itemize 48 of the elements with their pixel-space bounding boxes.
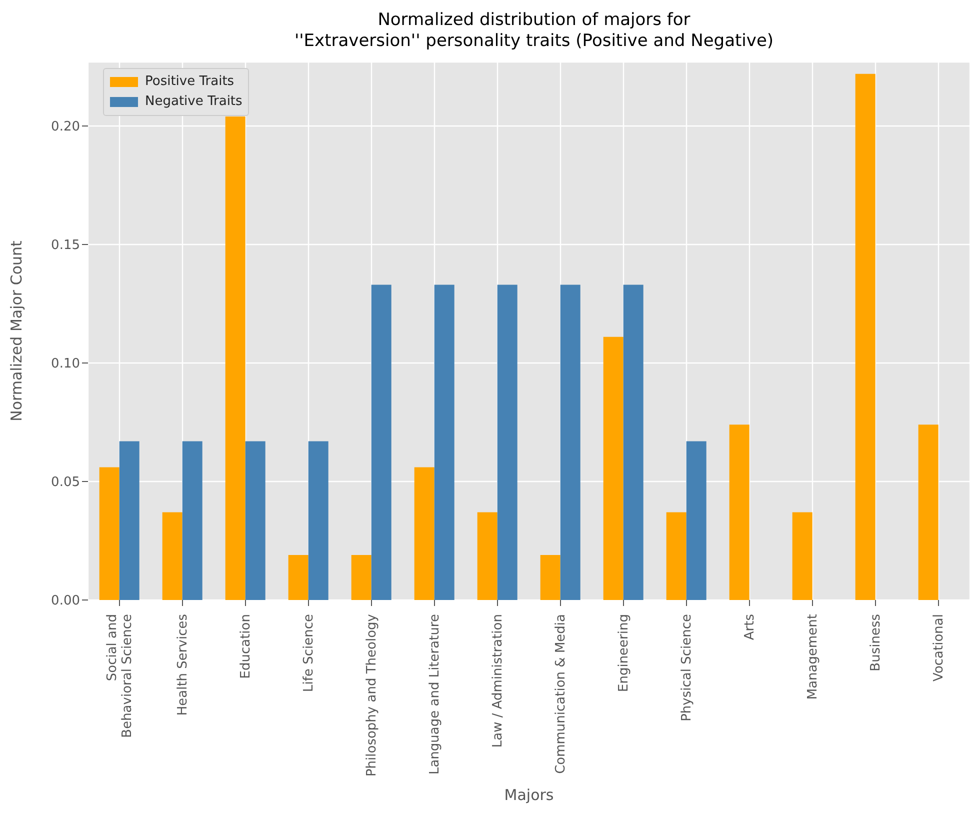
y-tick-label: 0.20 — [51, 120, 80, 135]
bar — [414, 467, 434, 600]
bar — [162, 512, 182, 600]
y-tick-label: 0.05 — [51, 475, 80, 490]
bar — [855, 74, 876, 600]
bar — [288, 554, 308, 600]
bar — [434, 284, 454, 600]
chart-title: Normalized distribution of majors for ''Extraversion'' personality traits (Positive and Negative) — [293, 9, 775, 52]
bar — [245, 441, 266, 600]
x-tick-label: Physical Science — [680, 614, 694, 722]
bar — [497, 284, 518, 600]
x-tick-label: Arts — [742, 614, 758, 640]
bar — [477, 512, 498, 600]
bar — [686, 441, 706, 600]
bar — [119, 441, 140, 600]
bar — [540, 554, 560, 600]
bar — [182, 441, 202, 600]
bar — [351, 554, 372, 600]
y-tick-label: 0.15 — [51, 238, 80, 254]
y-tick-label: 0.00 — [51, 594, 80, 609]
bar — [729, 424, 750, 600]
x-tick-label: Vocational — [932, 614, 946, 682]
bar — [603, 336, 624, 600]
y-tick-label: 0.10 — [51, 356, 80, 372]
x-tick-label: Health Services — [176, 614, 190, 716]
bar — [623, 284, 644, 600]
x-tick-label: Philosophy and Theology — [364, 614, 380, 777]
legend-label: Positive Traits — [145, 73, 234, 91]
x-tick-label: Engineering — [616, 614, 632, 692]
bar — [371, 284, 392, 600]
bar — [560, 284, 580, 600]
x-tick-label: Language and Literature — [428, 614, 442, 775]
legend-label: Negative Traits — [145, 93, 242, 111]
x-tick-label: Management — [806, 614, 820, 700]
x-tick-label: Life Science — [302, 614, 316, 692]
x-tick-label: Communication & Media — [554, 614, 568, 774]
x-tick-label: Business — [868, 614, 884, 672]
bar — [225, 116, 246, 600]
bar — [666, 512, 686, 600]
y-axis-title: Normalized Major Count — [7, 240, 26, 422]
x-tick-label: Social and Behavioral Science — [105, 614, 135, 738]
x-tick-label: Law / Administration — [490, 614, 506, 748]
bar — [918, 424, 938, 600]
bar — [792, 512, 812, 600]
bar — [308, 441, 328, 600]
x-axis-title: Majors — [504, 786, 554, 804]
x-tick-label: Education — [238, 614, 254, 679]
bar — [99, 467, 120, 600]
